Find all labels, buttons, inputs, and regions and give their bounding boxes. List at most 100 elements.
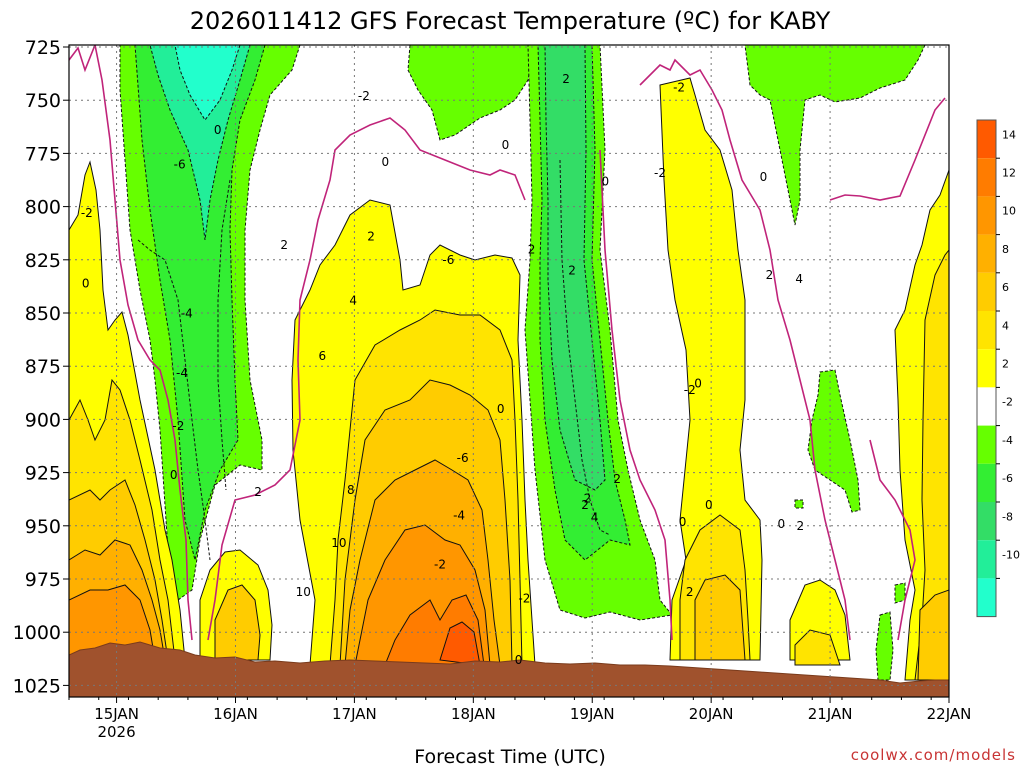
contour-label: 2	[528, 242, 536, 256]
gridlines	[69, 45, 949, 697]
cold-shading	[119, 45, 926, 681]
contour-label: -4	[453, 508, 465, 522]
contour-label: 0	[694, 376, 702, 390]
contour-label: 4	[795, 272, 803, 286]
colorbar-label: -2	[1002, 396, 1013, 409]
y-tick-label: 800	[25, 197, 61, 219]
contour-label: 2	[581, 498, 589, 512]
cold-region-g	[894, 582, 906, 604]
y-tick-label: 1000	[13, 622, 61, 644]
x-axis: 15JAN 16JAN 17JAN 18JAN 19JAN 20JAN 21JAN 22JAN…	[68, 697, 972, 741]
colorbar-swatch	[977, 311, 996, 350]
contour-label: 0	[214, 123, 222, 137]
cold-region-a-coldest	[174, 45, 241, 121]
colorbar-label: -4	[1002, 434, 1013, 447]
warm-region-right-3	[917, 589, 949, 681]
warm-region-right-2	[914, 249, 949, 681]
isotherm-zero-b	[207, 117, 526, 641]
contour-label: -2	[654, 166, 666, 180]
contour-label: 6	[318, 349, 326, 363]
contour-label: 8	[347, 483, 355, 497]
colorbar-swatch	[977, 540, 996, 579]
contour-label: 2	[280, 238, 288, 252]
chart-title: 2026011412 GFS Forecast Temperature (ºC)…	[190, 7, 831, 35]
y-axis: 725 750 775 800 825 850 875 900 925 950 975 1000 102…	[13, 37, 69, 697]
contour-label: 4	[31, 394, 39, 408]
freezing-isotherms	[69, 45, 946, 641]
plot-area: -2024-6-4-4-2002246810100-22-6-6-4-2-200…	[31, 45, 949, 697]
contour-label: -4	[181, 306, 193, 320]
warm-shading	[69, 77, 949, 681]
contour-label: -6	[457, 451, 469, 465]
contour-label: 2	[254, 485, 262, 499]
contour-label: 0	[82, 276, 90, 290]
contour-label: 2	[367, 230, 375, 244]
contour-label: 2	[766, 268, 774, 282]
colorbar-label: -8	[1002, 510, 1013, 523]
colorbar-label: 6	[1002, 281, 1009, 294]
colorbar-label: -10	[1002, 549, 1020, 562]
cold-contour-b	[217, 179, 231, 491]
colorbar-swatch	[977, 578, 996, 617]
y-tick-label: 1025	[13, 675, 61, 697]
y-tick-label: 725	[25, 37, 61, 59]
contour-label: -2	[81, 206, 93, 220]
contour-label: 2	[562, 72, 570, 86]
x-tick-label: 21JAN	[808, 705, 853, 723]
isotherm-zero-f	[869, 439, 916, 641]
contour-labels: -2024-6-4-4-2002246810100-22-6-6-4-2-200…	[31, 72, 805, 667]
isotherm-zero-d	[639, 58, 851, 641]
contour-label: -2	[684, 383, 696, 397]
contour-label: 2	[568, 264, 576, 278]
colorbar-label: 2	[1002, 358, 1009, 371]
contour-label: 2	[686, 585, 694, 599]
x-tick-label: 22JAN	[927, 705, 972, 723]
contour-label: 10	[296, 585, 311, 599]
contour-label: 0	[705, 498, 713, 512]
y-tick-label: 850	[25, 303, 61, 325]
x-tick-label: 15JAN	[94, 705, 139, 723]
contour-label: 0	[778, 517, 786, 531]
y-tick-label: 825	[25, 250, 61, 272]
contour-label: 10	[331, 536, 346, 550]
contour-label: -2	[172, 419, 184, 433]
colorbar-label: 12	[1002, 167, 1016, 180]
colorbar: 14 12 10 8 6 4 2 -2 -4 -6 -8 -10	[976, 119, 1020, 618]
cold-region-a-deep	[149, 45, 251, 241]
site-credit[interactable]: coolwx.com/models	[851, 746, 1016, 764]
cold-contour-lines	[137, 159, 611, 561]
contour-label: 2	[797, 519, 805, 533]
colorbar-swatch	[977, 387, 996, 426]
cold-contour-c	[559, 159, 611, 536]
colorbar-label: 8	[1002, 243, 1009, 256]
colorbar-label: 10	[1002, 205, 1016, 218]
contour-label: -2	[358, 89, 370, 103]
y-tick-label: 950	[25, 516, 61, 538]
colorbar-swatch	[977, 425, 996, 464]
colorbar-label: 14	[1002, 128, 1016, 141]
colorbar-label: -6	[1002, 472, 1013, 485]
x-tick-year: 2026	[97, 723, 135, 741]
cold-region-e	[807, 369, 861, 513]
contour-label: 2	[613, 472, 621, 486]
x-tick-label: 16JAN	[213, 705, 258, 723]
colorbar-swatch	[977, 196, 996, 235]
cold-region-d	[744, 45, 926, 226]
contour-label: -2	[518, 591, 530, 605]
colorbar-swatch	[977, 463, 996, 502]
contour-label: 0	[170, 468, 178, 482]
cold-region-f	[875, 611, 894, 681]
contour-label: 0	[515, 653, 523, 667]
cold-region-b	[407, 45, 536, 141]
contour-label: -2	[673, 81, 685, 95]
cold-region-a-core	[134, 45, 266, 561]
colorbar-swatch	[977, 158, 996, 197]
isotherm-zero-c	[599, 149, 673, 641]
contour-label: -2	[434, 557, 446, 571]
isotherm-zero-e	[829, 97, 946, 201]
contour-label: 0	[602, 174, 610, 188]
colorbar-swatch	[977, 234, 996, 273]
contour-label: 4	[349, 293, 357, 307]
plot-frame	[68, 44, 950, 698]
